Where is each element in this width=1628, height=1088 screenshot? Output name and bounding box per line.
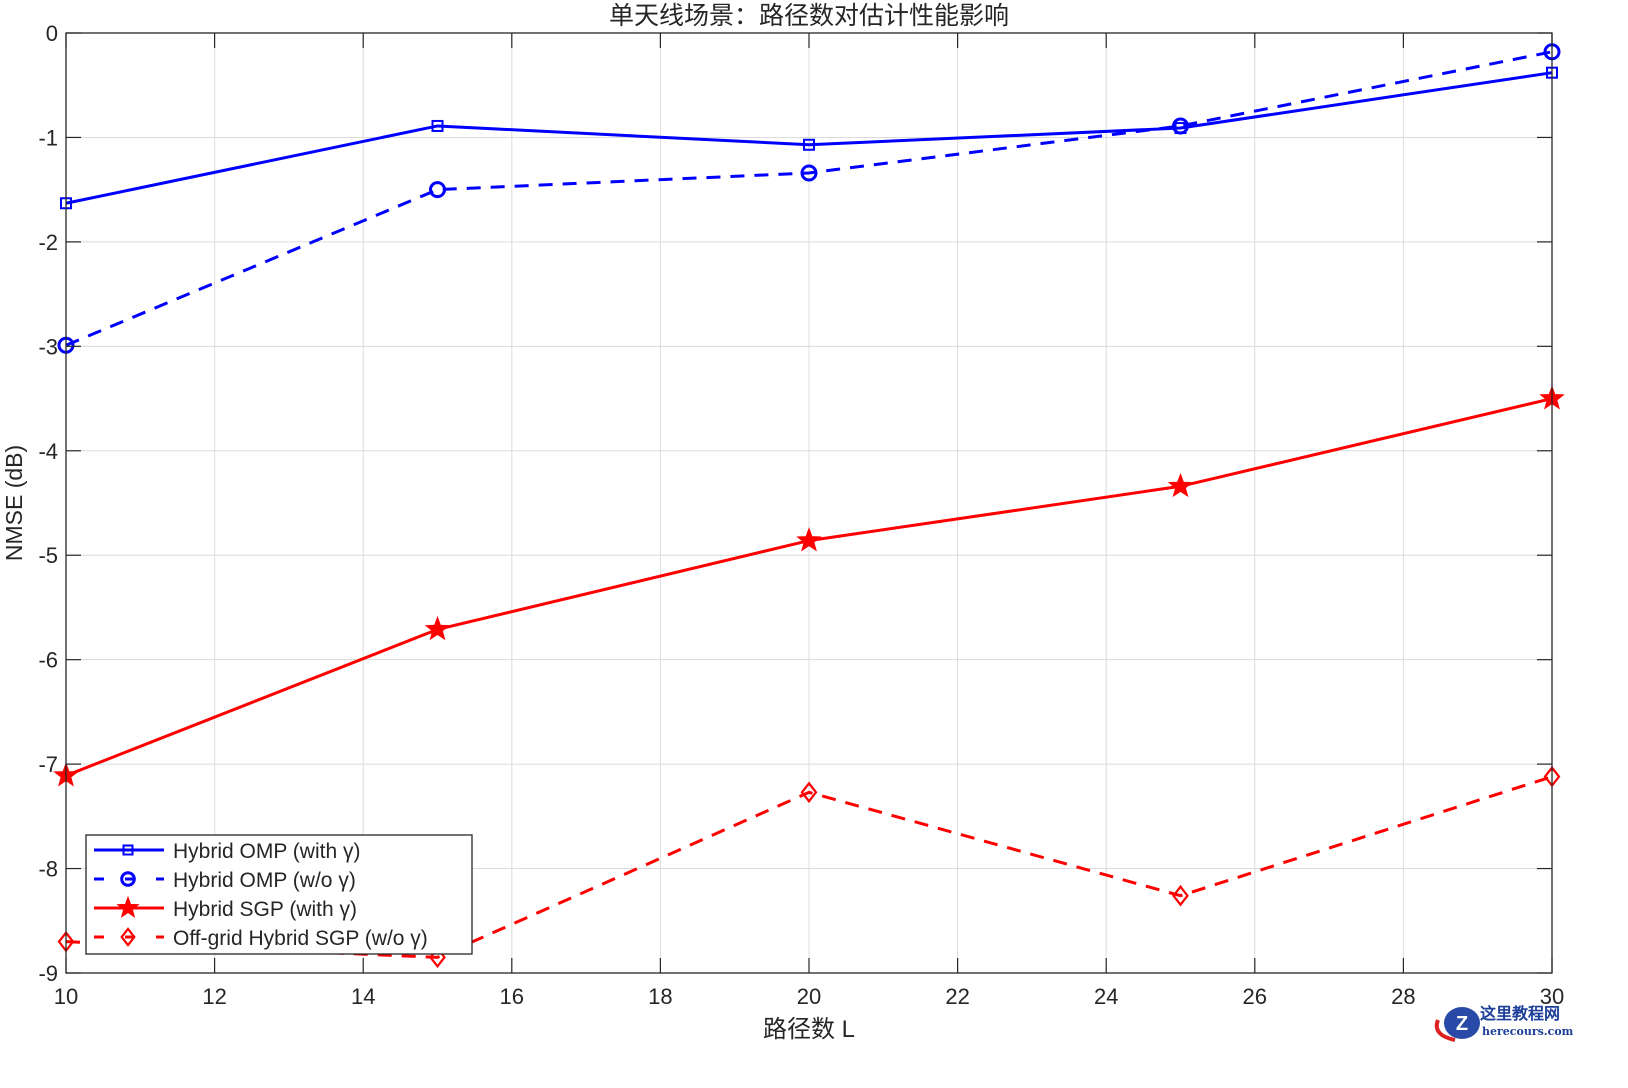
- y-tick-label: -8: [38, 857, 58, 882]
- x-tick-label: 16: [500, 984, 524, 1009]
- watermark-name: 这里教程网: [1480, 1004, 1560, 1023]
- watermark-site: herecours.com: [1482, 1025, 1574, 1038]
- chart-title: 单天线场景：路径数对估计性能影响: [609, 2, 1009, 30]
- x-axis-label: 路径数 L: [763, 1016, 855, 1043]
- y-axis-label: NMSE (dB): [1, 445, 27, 561]
- legend: Hybrid OMP (with γ) Hybrid OMP (w/o γ) Hyb…: [85, 834, 473, 955]
- legend-label: Hybrid SGP (with γ): [173, 898, 357, 921]
- y-tick-label: -6: [38, 648, 58, 673]
- y-tick-label: -5: [38, 543, 58, 568]
- legend-item: Hybrid SGP (with γ): [94, 895, 357, 921]
- legend-label: Hybrid OMP (with γ): [173, 840, 360, 863]
- x-tick-label: 30: [1540, 984, 1564, 1009]
- legend-item: Hybrid OMP (w/o γ): [94, 869, 356, 892]
- watermark-logo-icon: [1444, 1007, 1480, 1039]
- x-tick-label: 14: [351, 984, 375, 1009]
- y-tick-label: 0: [46, 21, 58, 46]
- legend-item: Hybrid OMP (with γ): [94, 840, 360, 863]
- x-tick-label: 18: [648, 984, 672, 1009]
- x-tick-label: 28: [1391, 984, 1415, 1009]
- y-tick-label: -1: [38, 125, 58, 150]
- axis-ticks: 10 12 14 16 18 20 22 24 26 28 30 0 -1 -2 -3 -4 -5 -6 -7 -8 -…: [38, 21, 1564, 1009]
- x-tick-label: 22: [945, 984, 969, 1009]
- watermark: Z 这里教程网 herecours.com: [1430, 1000, 1628, 1083]
- y-tick-label: -3: [38, 334, 58, 359]
- x-tick-label: 24: [1094, 984, 1118, 1009]
- legend-label: Off-grid Hybrid SGP (w/o γ): [173, 927, 428, 950]
- y-tick-label: -7: [38, 752, 58, 777]
- x-tick-label: 10: [54, 984, 78, 1009]
- y-tick-label: -2: [38, 230, 58, 255]
- x-tick-label: 20: [797, 984, 821, 1009]
- x-tick-label: 12: [202, 984, 226, 1009]
- svg-text:Z: Z: [1456, 1013, 1468, 1035]
- y-tick-label: -4: [38, 439, 58, 464]
- x-tick-label: 26: [1243, 984, 1267, 1009]
- legend-label: Hybrid OMP (w/o γ): [173, 869, 356, 892]
- legend-item: Off-grid Hybrid SGP (w/o γ): [94, 927, 428, 950]
- y-tick-label: -9: [38, 961, 58, 986]
